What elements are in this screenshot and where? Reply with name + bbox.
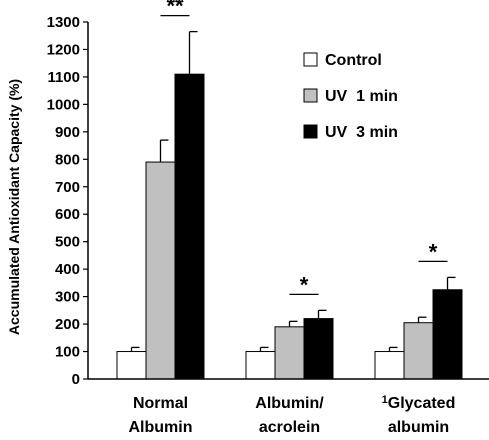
bar-control [116, 351, 147, 380]
y-tick-label: 100 [55, 344, 80, 361]
x-tick-label: Normal [133, 395, 188, 412]
legend-label: UV 3 min [325, 124, 398, 141]
bar-uv-3-min [174, 73, 205, 380]
legend-swatch [303, 88, 318, 103]
x-tick-label: Albumin/ [255, 395, 324, 412]
y-tick-label: 600 [55, 206, 80, 223]
legend-label: Control [325, 52, 382, 69]
y-tick-label: 1200 [47, 41, 80, 58]
footnote-marker: 1 [382, 394, 388, 406]
y-tick-label: 200 [55, 316, 80, 333]
significance-label: * [300, 272, 309, 297]
y-tick-label: 300 [55, 289, 80, 306]
legend-swatch [303, 52, 318, 67]
y-tick-label: 1300 [47, 14, 80, 31]
y-axis: 0 100 200 300 400 500 600 700 800 900 1000 1100 1200… [47, 14, 88, 388]
y-tick-label: 700 [55, 179, 80, 196]
y-tick-label: 800 [55, 151, 80, 168]
legend-swatch [303, 124, 318, 139]
legend-label: UV 1 min [325, 88, 398, 105]
legend: Control UV 1 min UV 3 min [303, 52, 398, 141]
bar-uv-1-min [145, 161, 176, 380]
x-tick-label-line2: Albumin [129, 419, 193, 436]
error-bars-group [130, 30, 456, 352]
y-tick-label: 900 [55, 124, 80, 141]
y-tick-label: 0 [72, 371, 80, 388]
bar-control [374, 351, 405, 380]
y-tick-label: 1000 [47, 96, 80, 113]
bar-control [245, 351, 276, 380]
bar-uv-1-min [274, 326, 305, 380]
x-tick-label-line2: albumin [388, 419, 449, 436]
x-axis-labels: Normal Albumin Albumin/acrolein 1Glycated al… [129, 394, 456, 436]
bar-uv-3-min [303, 318, 334, 380]
significance-label: * [429, 239, 438, 264]
y-axis-title: Accumulated Antioxidant Capacity (%) [6, 79, 22, 335]
x-tick-label-line2: acrolein [259, 419, 320, 436]
bars-group [116, 73, 463, 380]
x-tick-label: 1Glycated [382, 394, 456, 412]
y-tick-label: 1100 [47, 69, 80, 86]
y-tick-label: 500 [55, 234, 80, 251]
significance-group: **** [160, 0, 448, 297]
bar-uv-3-min [432, 289, 463, 380]
y-tick-label: 400 [55, 261, 80, 278]
bar-uv-1-min [403, 322, 434, 380]
significance-label: ** [166, 0, 184, 19]
